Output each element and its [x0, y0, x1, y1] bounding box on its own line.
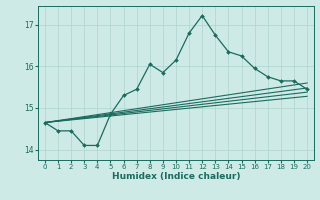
X-axis label: Humidex (Indice chaleur): Humidex (Indice chaleur) — [112, 172, 240, 181]
